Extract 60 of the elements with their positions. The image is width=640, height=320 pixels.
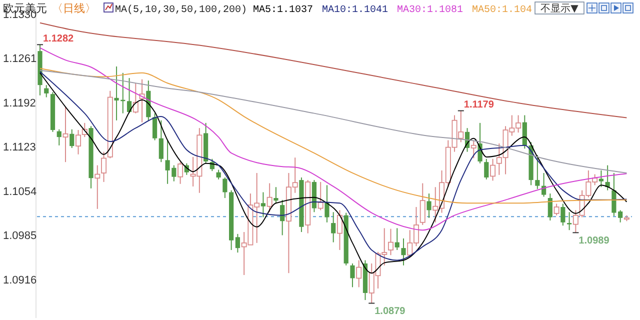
candlestick [356,260,362,288]
candlestick [235,233,240,254]
candlestick [548,193,552,221]
text: MA5:1.1037 [253,5,314,16]
candlestick [216,169,221,180]
text: MA50:1.104 [472,5,532,16]
candlestick [554,203,560,216]
candlestick [260,192,266,218]
y-tick-label: 1.1123 [3,142,36,154]
annotation: 1.1282 [43,34,74,45]
candlestick [126,78,132,114]
annotation: 不显示▼ [540,4,579,14]
annotation: 1.0879 [374,306,406,318]
candlestick [152,112,158,141]
chart-subtitle: 〈日线〉 [52,2,96,15]
candlestick [522,114,527,150]
candlestick [56,128,62,146]
y-tick-label: 1.0985 [3,230,37,242]
candlestick [426,193,432,218]
candlestick [567,212,572,231]
candlestick [94,164,100,210]
candlestick [535,154,540,190]
candlestick [388,228,394,256]
candlestick [274,186,278,204]
y-tick-label: 1.1261 [3,53,37,66]
candlestick [336,210,342,250]
candlestick [62,106,68,163]
candlestick [324,184,330,223]
candlestick [490,158,496,182]
text: MA10:1.1041 [322,5,388,16]
candlestick [470,140,476,159]
candlestick [560,203,566,226]
annotation: 1.0989 [578,236,610,247]
legend-title: MA(5,10,30,50,100,200) [115,4,248,16]
candlestick [222,176,228,199]
candlestick [401,238,406,266]
candlestick [158,120,164,163]
candlestick [612,172,616,216]
y-tick-label: 1.1054 [3,186,37,198]
candlestick [70,128,74,148]
candlestick [280,199,285,236]
candlestick [266,182,272,213]
candlestick [331,212,336,243]
candlestick [132,82,138,114]
candlestick [394,228,400,250]
text: MA30:1.1081 [397,5,464,16]
candlestick [598,170,604,188]
candlestick [350,262,355,288]
annotation: 1.1179 [464,100,494,111]
candlestick [618,210,623,223]
candlestick [44,84,49,98]
line-series [40,22,628,118]
candlestick [420,182,426,226]
candlestick [178,162,184,184]
y-tick-label: 1.1192 [3,97,36,110]
candlestick [318,181,324,211]
line-series [40,47,628,231]
candlestick [101,151,107,182]
candlestick [484,158,489,180]
y-tick-label: 1.0916 [3,274,37,286]
